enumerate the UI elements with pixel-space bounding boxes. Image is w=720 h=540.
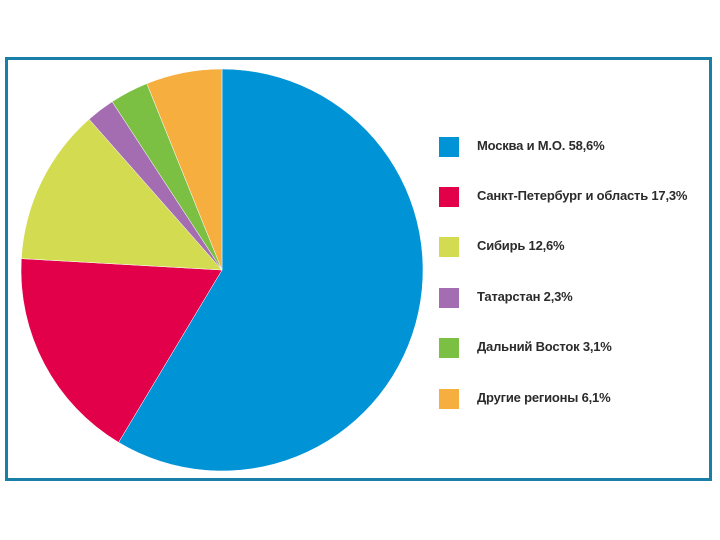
legend-swatch	[439, 237, 459, 257]
legend-item-spb: Санкт-Петербург и область 17,3%	[439, 187, 709, 209]
legend-item-tatarstan: Татарстан 2,3%	[439, 288, 709, 310]
legend-swatch	[439, 288, 459, 308]
legend-item-siberia: Сибирь 12,6%	[439, 237, 709, 259]
legend-label: Дальний Восток 3,1%	[477, 339, 612, 354]
legend-swatch	[439, 389, 459, 409]
legend-swatch	[439, 187, 459, 207]
legend-label: Сибирь 12,6%	[477, 238, 565, 253]
legend-item-other: Другие регионы 6,1%	[439, 389, 709, 411]
legend-swatch	[439, 338, 459, 358]
legend-label: Санкт-Петербург и область 17,3%	[477, 188, 688, 203]
chart-frame: Москва и М.О. 58,6% Санкт-Петербург и об…	[5, 57, 712, 481]
pie-slice-moscow	[118, 68, 424, 472]
legend-label: Москва и М.О. 58,6%	[477, 138, 605, 153]
legend-swatch	[439, 137, 459, 157]
legend-label: Другие регионы 6,1%	[477, 390, 611, 405]
pie-slice-other	[146, 68, 223, 271]
pie-slice-siberia	[21, 118, 223, 271]
pie-chart	[20, 68, 424, 472]
pie-slice-spb	[20, 258, 223, 443]
legend-label: Татарстан 2,3%	[477, 289, 573, 304]
legend-item-moscow: Москва и М.О. 58,6%	[439, 137, 709, 159]
legend-item-far-east: Дальний Восток 3,1%	[439, 338, 709, 360]
